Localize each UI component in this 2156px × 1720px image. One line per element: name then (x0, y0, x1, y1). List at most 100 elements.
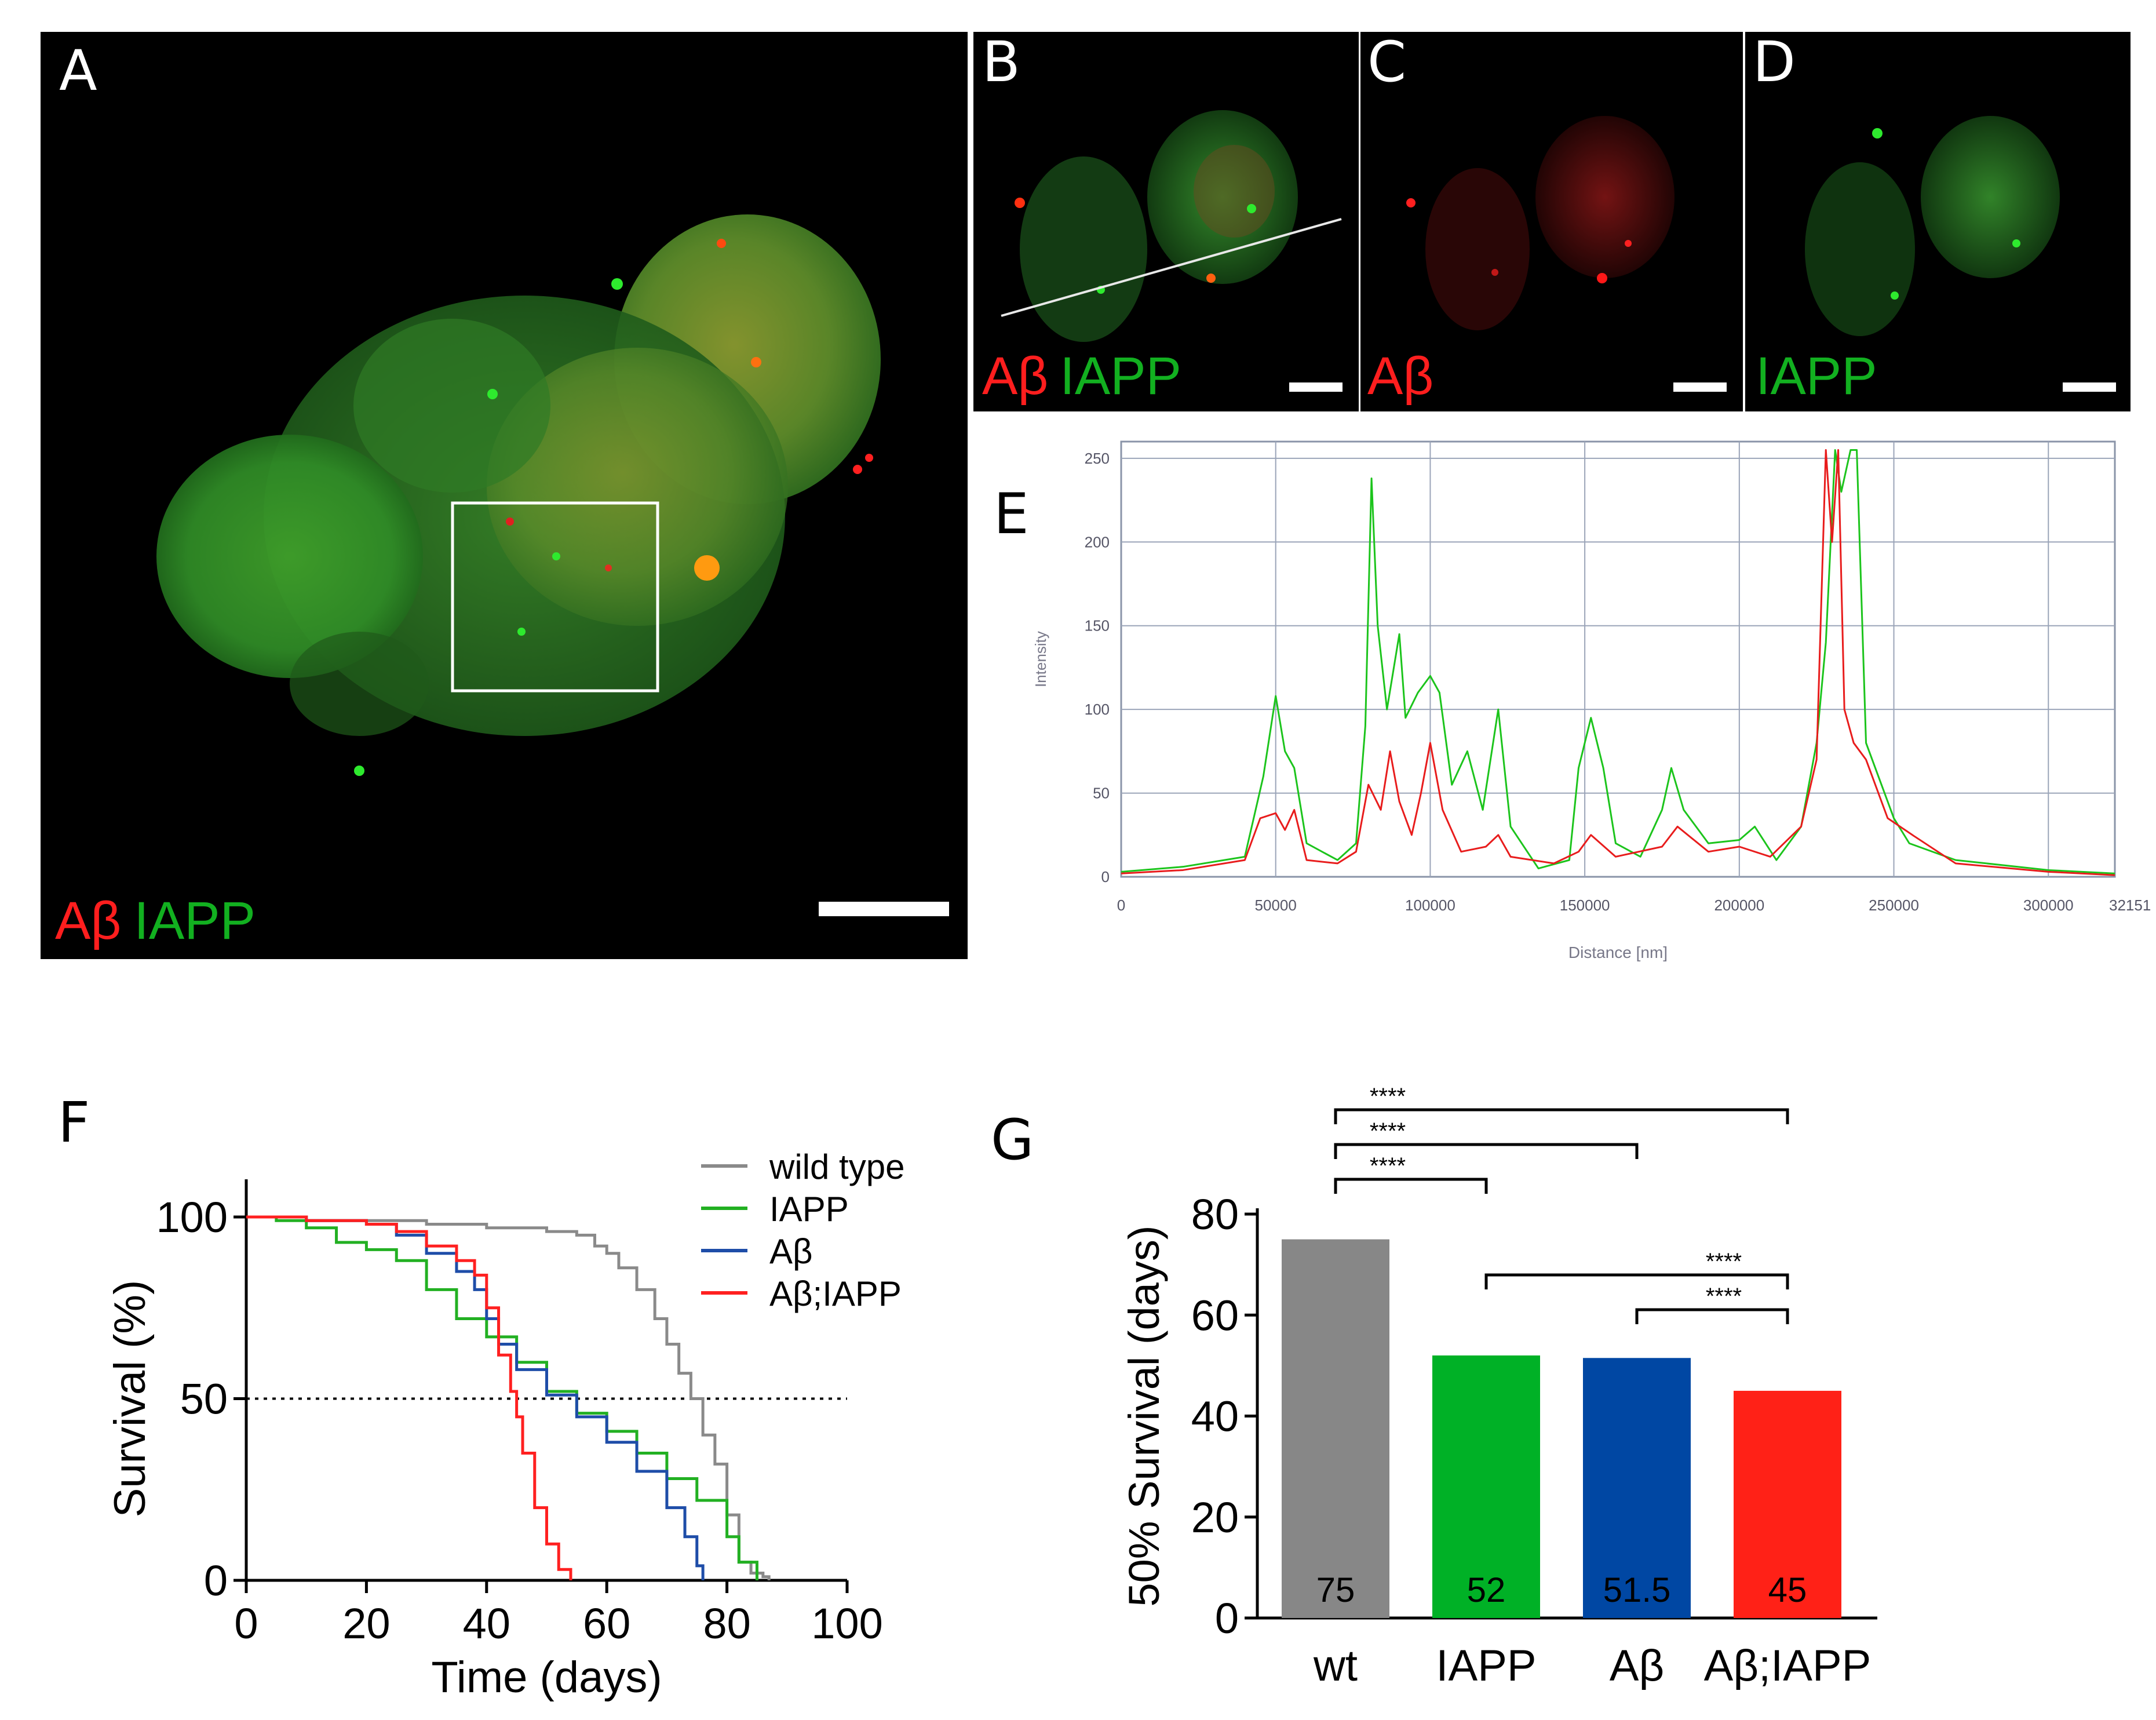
plot-frame (1120, 440, 2116, 878)
x-tick-label: 250000 (1869, 897, 1919, 914)
survival-curve-abeta-iapp (246, 1215, 572, 1580)
profile-line (1001, 218, 1342, 317)
bar-abeta (1583, 1358, 1691, 1618)
bar-abeta-iapp (1734, 1390, 1841, 1618)
x-tick-label: 100000 (1405, 897, 1455, 914)
inset-box (451, 501, 659, 693)
y-tick-label: 0 (204, 1557, 228, 1605)
x-category-label-abeta-iapp: Aβ;IAPP (1704, 1641, 1872, 1690)
brain-image-a (156, 214, 881, 776)
legend-label-wild-type: wild type (769, 1147, 904, 1186)
bar-value-label-iapp: 52 (1467, 1570, 1506, 1609)
stain-label-d: IAPP (1756, 347, 1877, 406)
significance-bracket (1484, 1273, 1789, 1289)
significance-bracket (1635, 1308, 1789, 1324)
significance-bracket (1334, 1143, 1639, 1159)
y-axis-label: Survival (%) (105, 1280, 155, 1518)
series-line-iapp (1121, 449, 2115, 874)
stain-iapp-label: IAPP (1060, 347, 1181, 406)
y-tick-label: 20 (1191, 1493, 1239, 1542)
panel-label-g: G (991, 1107, 1034, 1172)
significance-bracket (1334, 1178, 1488, 1194)
series-line-abeta (1121, 449, 2115, 876)
y-tick-label: 0 (1215, 1594, 1239, 1642)
panel-label-d: D (1753, 30, 1796, 94)
x-tick-label: 150000 (1560, 897, 1610, 914)
stain-abeta-label: Aβ (55, 891, 121, 950)
x-tick-label: 50000 (1255, 897, 1297, 914)
x-tick-label: 300000 (2023, 897, 2074, 914)
y-tick-label: 50 (180, 1375, 228, 1423)
panel-f: F 0 20 40 60 80 100 0 50 100 Time (days) Survival … (58, 1090, 904, 1702)
y-tick-label: 100 (1085, 701, 1110, 718)
y-tick-label: 150 (1085, 617, 1110, 635)
stain-legend-b: Aβ IAPP (982, 347, 1181, 406)
bar-iapp (1432, 1355, 1540, 1618)
y-tick-label: 100 (156, 1193, 228, 1241)
stain-legend-a: Aβ IAPP (55, 891, 256, 950)
x-axis-label: Time (days) (431, 1653, 662, 1702)
x-tick-label: 0 (234, 1599, 258, 1648)
survival-curve-wild-type (246, 1215, 771, 1580)
x-tick-label: 60 (583, 1599, 630, 1648)
scale-bar (819, 902, 949, 916)
y-tick-label: 200 (1085, 533, 1110, 551)
significance-label: **** (1370, 1153, 1406, 1179)
panel-c: C Aβ (1360, 30, 1743, 411)
panel-label-a: A (59, 38, 97, 103)
inset-image-c (1406, 116, 1675, 330)
significance-label: **** (1370, 1084, 1406, 1109)
panel-a: A Aβ IAPP (41, 32, 968, 959)
scale-bar (1289, 382, 1343, 392)
bar-value-label-wt: 75 (1316, 1570, 1355, 1609)
bar-wt (1282, 1239, 1389, 1618)
panel-label-e: E (994, 482, 1029, 546)
bar-value-label-abeta-iapp: 45 (1768, 1570, 1807, 1609)
x-tick-label: 80 (703, 1599, 750, 1648)
x-tick-label: 32151 (2109, 897, 2151, 914)
legend-label-iapp: IAPP (769, 1190, 849, 1229)
stain-iapp-label: IAPP (134, 891, 256, 950)
significance-label: **** (1370, 1118, 1406, 1144)
panel-d: D IAPP (1745, 30, 2131, 411)
scale-bar (1673, 382, 1727, 392)
x-tick-label: 100 (811, 1599, 882, 1648)
y-tick-label: 50 (1093, 785, 1110, 802)
y-tick-label: 80 (1191, 1190, 1239, 1238)
x-axis-label: Distance [nm] (1568, 943, 1668, 961)
panel-label-b: B (982, 30, 1020, 94)
inset-image-b (1015, 110, 1298, 342)
significance-label: **** (1706, 1249, 1742, 1274)
inset-image-d (1805, 116, 2060, 336)
panel-e: E 0 50000 100000 150000 200000 250000 300000 32… (994, 440, 2151, 961)
y-axis-label: Intensity (1032, 631, 1049, 687)
y-tick-label: 250 (1085, 450, 1110, 467)
chart-e: 0 50000 100000 150000 200000 250000 300000 3215… (1032, 440, 2151, 961)
y-axis-label: 50% Survival (days) (1120, 1225, 1168, 1606)
panel-label-c: C (1367, 30, 1406, 94)
x-tick-label: 0 (1117, 897, 1125, 914)
stain-label-c: Aβ (1367, 347, 1433, 406)
y-tick-label: 40 (1191, 1393, 1239, 1441)
x-tick-label: 40 (463, 1599, 510, 1648)
chart-f: 0 20 40 60 80 100 0 50 100 Time (days) Survival (%… (105, 1147, 904, 1702)
y-tick-label: 60 (1191, 1291, 1239, 1339)
x-category-label-iapp: IAPP (1436, 1641, 1536, 1690)
x-tick-label: 20 (342, 1599, 390, 1648)
significance-label: **** (1706, 1284, 1742, 1309)
significance-bracket (1334, 1108, 1789, 1124)
legend-label-abeta-iapp: Aβ;IAPP (769, 1274, 902, 1313)
panel-g: G 0 20 40 60 80 50% Survival (days) 75 wt 52 IAPP… (991, 1084, 1877, 1690)
stain-abeta-label: Aβ (982, 347, 1048, 406)
x-category-label-abeta: Aβ (1610, 1641, 1664, 1690)
panel-label-f: F (58, 1090, 90, 1155)
bar-value-label-abeta: 51.5 (1603, 1570, 1671, 1609)
scale-bar (2063, 382, 2116, 392)
x-category-label-wt: wt (1313, 1641, 1358, 1690)
y-tick-label: 0 (1101, 868, 1110, 885)
x-tick-label: 200000 (1714, 897, 1764, 914)
legend-label-abeta: Aβ (769, 1232, 813, 1271)
panel-b: B Aβ IAPP (973, 30, 1359, 411)
chart-g: 0 20 40 60 80 50% Survival (days) 75 wt 52 IAPP 51… (1120, 1084, 1877, 1690)
